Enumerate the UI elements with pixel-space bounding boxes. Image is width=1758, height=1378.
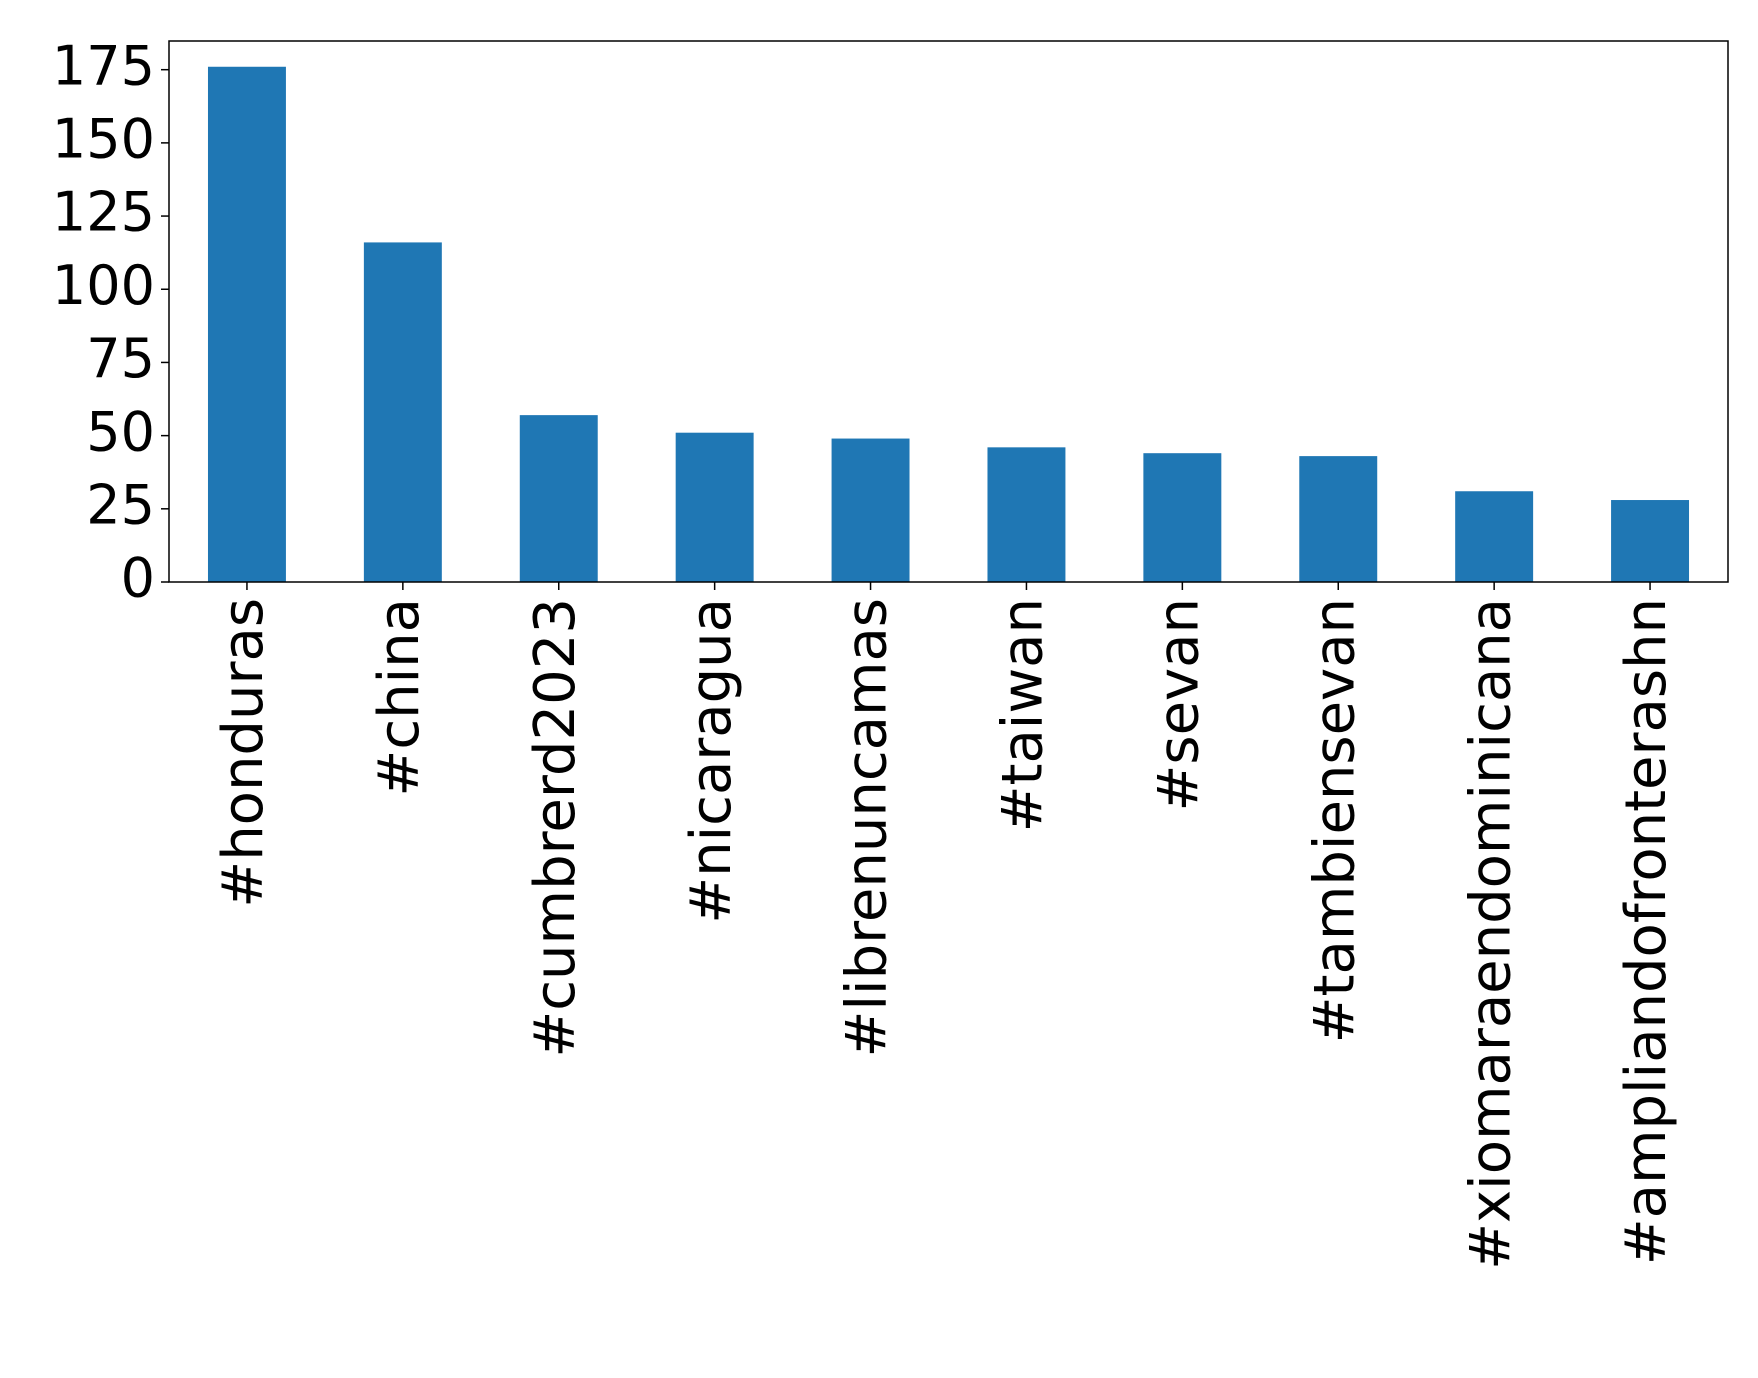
bar [675,432,754,582]
bar [363,242,442,582]
bar [1611,500,1690,582]
x-tick-label: #ampliandofronterashn [1614,598,1679,1265]
x-tick-label: #china [367,598,432,797]
bar [1455,491,1534,582]
y-tick-label: 50 [86,400,155,463]
bar [987,447,1066,582]
x-tick-label: #librenuncamas [835,598,900,1057]
bar [519,415,598,582]
bar [1299,456,1378,582]
bar [207,66,286,582]
x-tick-label: #sevan [1146,598,1211,812]
x-tick-label: #taiwan [991,598,1056,832]
bar [831,438,910,582]
plot-frame [168,40,1729,583]
y-tick-label: 100 [52,254,155,317]
y-tick-label: 0 [121,547,155,610]
x-tick-label: #nicaragua [679,598,744,924]
x-tick-label: #tambiensevan [1302,598,1367,1043]
bar [1143,453,1222,582]
x-tick-label: #honduras [211,598,276,908]
y-tick-label: 75 [86,327,155,390]
y-tick-label: 125 [52,181,155,244]
x-tick-label: #cumbrerd2023 [523,598,588,1058]
y-tick-label: 150 [52,108,155,171]
y-tick-label: 25 [86,473,155,536]
y-tick-label: 175 [52,34,155,97]
x-tick-label: #xiomaraendominicana [1458,598,1523,1270]
